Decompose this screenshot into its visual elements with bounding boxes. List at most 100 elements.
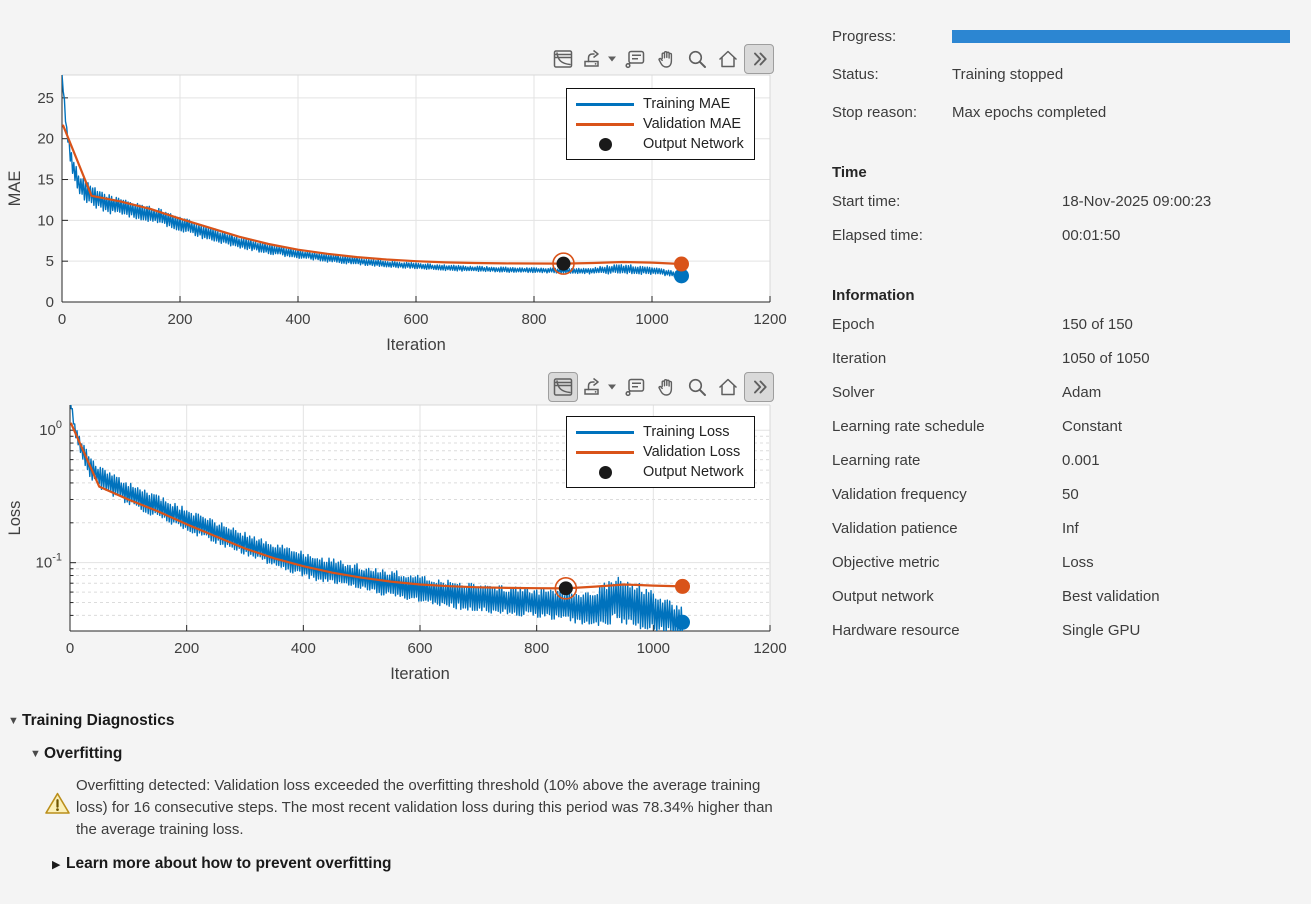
information-rows: Epoch 150 of 150 Iteration 1050 of 1050 Solv… xyxy=(832,316,1302,642)
legend-marker-sample xyxy=(576,137,634,151)
export-icon xyxy=(581,47,617,71)
svg-text:10-1: 10-1 xyxy=(36,552,62,572)
info-row-label: Validation frequency xyxy=(832,486,967,503)
loss-legend: Training Loss Validation Loss Output Netwo… xyxy=(566,416,755,488)
data-tip-button[interactable] xyxy=(620,372,650,402)
warning-icon xyxy=(44,791,76,816)
svg-text:200: 200 xyxy=(174,640,199,657)
svg-text:0: 0 xyxy=(46,294,54,311)
mae-legend: Training MAE Validation MAE Output Network xyxy=(566,88,755,160)
axes-toolbar-loss xyxy=(548,371,774,403)
pan-button[interactable] xyxy=(651,44,681,74)
legend-label: Output Network xyxy=(643,136,744,152)
log-scale-toggle-icon xyxy=(551,375,575,399)
info-row: Validation patience Inf xyxy=(832,520,1302,540)
pan-icon xyxy=(654,375,678,399)
overfitting-title: Overfitting xyxy=(44,745,123,762)
svg-text:5: 5 xyxy=(46,253,54,270)
pan-button[interactable] xyxy=(651,372,681,402)
legend-label: Validation MAE xyxy=(643,116,742,132)
legend-line-sample xyxy=(576,450,634,454)
y-axis-label: Loss xyxy=(6,501,24,536)
training-diagnostics-header[interactable]: ▼ Training Diagnostics xyxy=(8,712,808,730)
progress-row: Progress: xyxy=(832,24,1302,48)
svg-text:1000: 1000 xyxy=(637,640,670,657)
legend-line-sample xyxy=(576,430,634,434)
svg-text:800: 800 xyxy=(524,640,549,657)
legend-item: Validation MAE xyxy=(576,114,744,134)
info-row-value: 150 of 150 xyxy=(1062,316,1133,333)
stop-reason-row: Stop reason: Max epochs completed xyxy=(832,100,1302,124)
info-row-value: Loss xyxy=(1062,554,1094,571)
info-row-value: Constant xyxy=(1062,418,1123,435)
zoom-button[interactable] xyxy=(682,372,712,402)
data-tip-icon xyxy=(623,375,647,399)
output-network-ring xyxy=(552,252,575,275)
svg-text:20: 20 xyxy=(37,131,54,148)
expand-button[interactable] xyxy=(744,372,774,402)
expand-icon xyxy=(747,47,771,71)
learn-more-link[interactable]: ▶ Learn more about how to prevent overfi… xyxy=(52,855,808,873)
legend-marker-sample xyxy=(576,465,634,479)
info-row-value: 0.001 xyxy=(1062,452,1100,469)
info-row: Epoch 150 of 150 xyxy=(832,316,1302,336)
info-row-label: Learning rate schedule xyxy=(832,418,985,435)
log-scale-toggle-button[interactable] xyxy=(548,44,578,74)
legend-label: Output Network xyxy=(643,464,744,480)
info-row: Learning rate schedule Constant xyxy=(832,418,1302,438)
output-network-marker xyxy=(558,581,573,596)
export-icon xyxy=(581,375,617,399)
expand-button[interactable] xyxy=(744,44,774,74)
info-row-label: Iteration xyxy=(832,350,887,367)
time-row-value: 00:01:50 xyxy=(1062,227,1121,244)
time-row: Elapsed time: 00:01:50 xyxy=(832,227,1302,247)
svg-text:25: 25 xyxy=(37,90,54,107)
info-row: Iteration 1050 of 1050 xyxy=(832,350,1302,370)
info-row: Output network Best validation xyxy=(832,588,1302,608)
status-value: Training stopped xyxy=(952,65,1064,83)
restore-view-icon xyxy=(716,47,740,71)
info-row-label: Output network xyxy=(832,588,934,605)
learn-more-label: Learn more about how to prevent overfitt… xyxy=(66,855,392,872)
y-axis-label: MAE xyxy=(6,171,24,207)
zoom-button[interactable] xyxy=(682,44,712,74)
x-axis-label: Iteration xyxy=(386,336,446,354)
time-row-label: Start time: xyxy=(832,193,901,210)
info-row-value: 50 xyxy=(1062,486,1079,503)
legend-line-sample xyxy=(576,102,634,106)
legend-line-sample xyxy=(576,122,634,126)
training-end-marker xyxy=(675,614,690,630)
training-info-panel: Progress: Status: Training stopped Stop … xyxy=(832,24,1302,656)
progress-bar xyxy=(952,29,1290,43)
restore-view-button[interactable] xyxy=(713,372,743,402)
output-network-ring xyxy=(554,577,578,600)
restore-view-button[interactable] xyxy=(713,44,743,74)
legend-item: Output Network xyxy=(576,462,744,482)
svg-text:400: 400 xyxy=(291,640,316,657)
export-button[interactable] xyxy=(579,372,619,402)
info-row-label: Hardware resource xyxy=(832,622,960,639)
log-scale-toggle-icon xyxy=(551,47,575,71)
pan-icon xyxy=(654,47,678,71)
stop-reason-value: Max epochs completed xyxy=(952,103,1107,121)
log-scale-toggle-button[interactable] xyxy=(548,372,578,402)
stop-reason-label: Stop reason: xyxy=(832,103,918,121)
progress-bar-fill xyxy=(952,29,1290,43)
progress-label: Progress: xyxy=(832,27,897,45)
overfitting-warning: Overfitting detected: Validation loss ex… xyxy=(44,775,808,841)
axes-toolbar-mae xyxy=(548,43,774,75)
x-axis-label: Iteration xyxy=(390,665,450,683)
svg-text:600: 600 xyxy=(407,640,432,657)
info-row-label: Epoch xyxy=(832,316,875,333)
legend-item: Training Loss xyxy=(576,422,744,442)
data-tip-button[interactable] xyxy=(620,44,650,74)
export-button[interactable] xyxy=(579,44,619,74)
validation-line xyxy=(62,124,683,266)
overfitting-header[interactable]: ▼ Overfitting xyxy=(30,745,808,763)
status-label: Status: xyxy=(832,65,879,83)
info-row-label: Solver xyxy=(832,384,875,401)
info-row-label: Objective metric xyxy=(832,554,940,571)
zoom-icon xyxy=(685,47,709,71)
zoom-icon xyxy=(685,375,709,399)
